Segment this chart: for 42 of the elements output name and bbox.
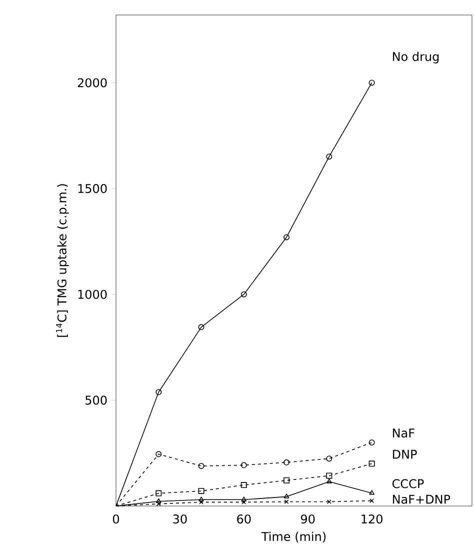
point <box>326 456 332 462</box>
point <box>156 451 162 458</box>
point <box>326 500 332 504</box>
point <box>284 234 290 240</box>
point <box>198 324 204 330</box>
x-axis-title: Time (min) <box>261 532 326 542</box>
point <box>240 482 247 488</box>
point <box>284 459 290 466</box>
point <box>156 389 162 396</box>
point <box>199 500 204 504</box>
series-label: CCCP <box>392 479 424 488</box>
y-tick-label: 500 <box>86 396 107 405</box>
series-label: NaF+DNP <box>392 494 450 504</box>
x-tick-label: 30 <box>173 514 187 524</box>
y-tick-label: 2000 <box>78 78 107 88</box>
point <box>156 502 161 506</box>
point <box>240 291 247 298</box>
point <box>368 460 375 467</box>
x-tick-label: 90 <box>300 514 315 524</box>
point <box>368 440 375 446</box>
x-tick-label: 120 <box>362 514 382 524</box>
text: No drug <box>392 52 439 64</box>
series-label: DNP <box>392 450 417 459</box>
y-tick-label: 1000 <box>78 290 107 299</box>
point <box>156 498 162 504</box>
point <box>156 490 162 496</box>
point <box>284 477 290 484</box>
x-tick-label: 0 <box>112 514 120 524</box>
point <box>198 463 204 469</box>
point <box>370 498 374 503</box>
point <box>198 488 204 494</box>
x-tick-label: 60 <box>237 514 251 524</box>
point <box>284 500 289 504</box>
point <box>240 462 247 468</box>
y-tick-label: 1500 <box>78 184 107 194</box>
point <box>326 154 332 160</box>
point <box>242 500 246 504</box>
point <box>198 496 204 502</box>
point <box>284 494 290 498</box>
series-label: NaF <box>392 428 414 438</box>
y-axis-title: [$^{14}$C] TMG uptake (c.p.m.) <box>56 184 69 337</box>
point <box>241 496 247 502</box>
